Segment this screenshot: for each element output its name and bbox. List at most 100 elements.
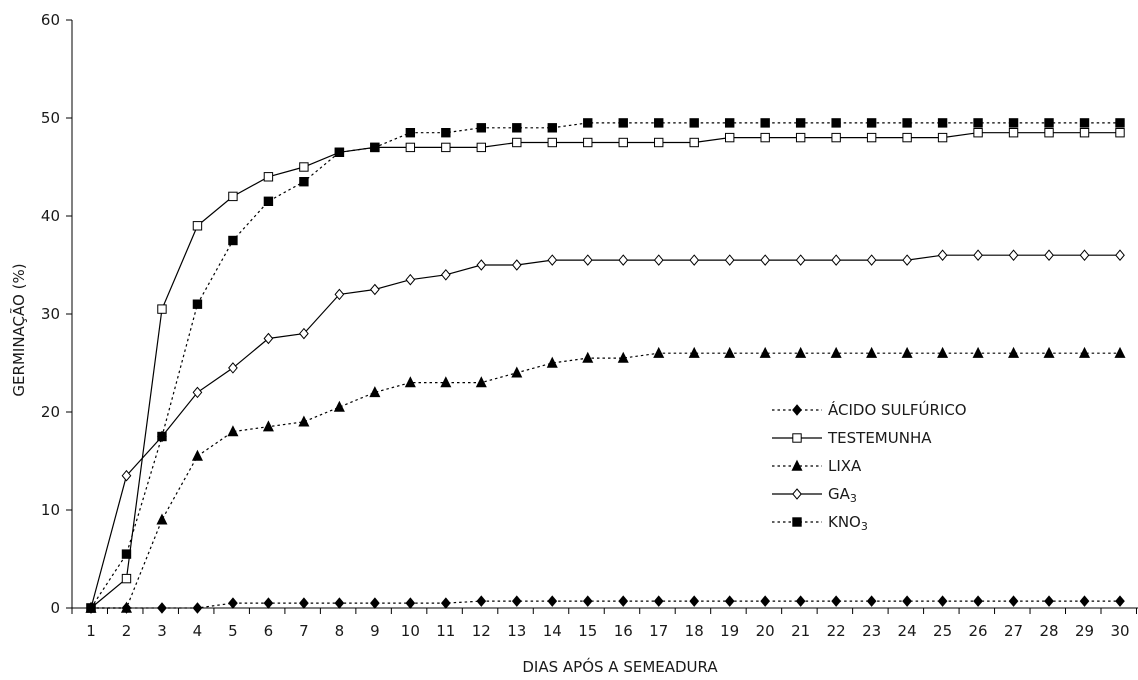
data-point	[121, 602, 132, 614]
legend-marker	[792, 517, 802, 527]
data-point	[831, 118, 841, 128]
series-line	[90, 254, 1120, 609]
data-point	[866, 346, 878, 358]
x-tick-label: 1	[86, 622, 96, 640]
data-point	[192, 221, 203, 231]
data-point	[370, 597, 380, 609]
data-point	[1115, 118, 1125, 128]
data-point	[475, 376, 487, 388]
legend-label: KNO3	[828, 513, 868, 533]
data-point	[299, 327, 309, 340]
series-line	[90, 122, 1120, 609]
legend-label: LIXA	[828, 457, 862, 475]
data-point	[866, 254, 877, 266]
data-point	[1115, 249, 1125, 261]
data-point	[689, 595, 700, 607]
legend-entry: ÁCIDO SULFÚRICO	[772, 400, 967, 419]
data-point	[760, 118, 770, 128]
y-tick-label: 0	[50, 599, 60, 617]
data-point	[901, 346, 913, 358]
legend-label: GA3	[828, 485, 857, 505]
data-point	[334, 597, 345, 609]
data-point	[902, 118, 912, 128]
data-point	[902, 132, 912, 143]
x-tick-label: 24	[898, 622, 917, 640]
data-point	[972, 346, 984, 358]
data-point	[617, 351, 629, 363]
data-point	[440, 597, 451, 609]
data-point	[1079, 128, 1090, 138]
data-point	[299, 597, 309, 609]
data-point	[157, 602, 167, 614]
x-tick-label: 8	[335, 622, 345, 640]
x-tick-label: 29	[1075, 622, 1094, 640]
x-tick-label: 2	[122, 622, 132, 640]
data-point	[654, 137, 664, 148]
x-tick-label: 5	[228, 622, 238, 640]
legend-marker	[791, 459, 803, 471]
data-point	[618, 595, 629, 607]
data-point	[441, 142, 451, 153]
data-point	[1079, 249, 1090, 261]
y-axis-title: GERMINAÇÃO (%)	[9, 263, 28, 396]
legend-entry: KNO3	[772, 513, 868, 533]
data-point	[1079, 595, 1090, 607]
data-point	[156, 513, 168, 525]
data-point	[1079, 118, 1090, 128]
data-point	[228, 191, 238, 202]
data-point	[405, 128, 416, 138]
data-point	[618, 118, 628, 128]
data-point	[583, 118, 593, 128]
y-tick-label: 40	[41, 207, 60, 225]
data-point	[121, 573, 132, 584]
data-point	[795, 595, 806, 607]
data-point	[618, 137, 628, 148]
data-point	[724, 118, 735, 128]
data-point	[121, 549, 132, 559]
data-point	[1044, 118, 1054, 128]
data-point	[937, 595, 948, 607]
data-point	[1044, 128, 1054, 138]
data-point	[511, 259, 522, 271]
x-tick-label: 19	[720, 622, 739, 640]
series-ga3	[86, 249, 1125, 614]
x-tick-label: 17	[649, 622, 668, 640]
data-point	[476, 595, 487, 607]
data-point	[263, 172, 274, 182]
x-tick-label: 28	[1039, 622, 1058, 640]
data-point	[370, 283, 380, 296]
data-point	[1008, 346, 1020, 358]
x-tick-label: 14	[543, 622, 562, 640]
data-point	[582, 351, 594, 363]
x-tick-label: 18	[685, 622, 704, 640]
legend-label: TESTEMUNHA	[827, 429, 932, 447]
data-point	[654, 118, 664, 128]
data-point	[511, 366, 523, 378]
data-point	[689, 118, 699, 128]
data-point	[1008, 118, 1019, 128]
data-point	[228, 597, 238, 609]
series-line	[91, 600, 1120, 609]
x-tick-label: 21	[791, 622, 810, 640]
data-point	[937, 249, 948, 261]
data-point	[653, 254, 664, 266]
legend-entry: GA3	[772, 485, 857, 505]
x-tick-label: 30	[1110, 622, 1129, 640]
data-point	[370, 142, 380, 153]
data-point	[334, 147, 345, 158]
data-point	[902, 254, 912, 266]
data-point	[973, 118, 983, 128]
chart-series-layer	[85, 118, 1126, 614]
data-point	[547, 123, 557, 133]
chart-legend: ÁCIDO SULFÚRICO TESTEMUNHA LIXA GA3 KNO3	[772, 400, 967, 533]
series-lixa	[85, 346, 1126, 613]
data-point	[724, 254, 735, 266]
data-point	[333, 400, 345, 412]
data-point	[1079, 346, 1091, 358]
data-point	[724, 595, 735, 607]
data-point	[724, 132, 735, 143]
series-line	[91, 352, 1120, 609]
x-tick-label: 7	[299, 622, 309, 640]
data-point	[583, 137, 593, 148]
data-point	[262, 420, 274, 432]
